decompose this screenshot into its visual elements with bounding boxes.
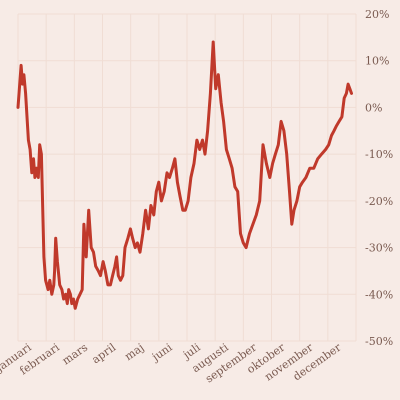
- grid: [17, 13, 357, 342]
- x-tick-label: mars: [60, 341, 91, 368]
- y-tick-label: -10%: [365, 148, 393, 161]
- x-tick-label: maj: [122, 341, 146, 363]
- y-tick-label: -30%: [365, 242, 393, 255]
- series-layer: [16, 40, 353, 310]
- y-tick-label: -40%: [365, 288, 393, 301]
- y-tick-label: 0%: [365, 101, 382, 114]
- y-tick-label: -20%: [365, 195, 393, 208]
- y-tick-label: 10%: [365, 55, 389, 68]
- x-tick-label: juni: [148, 341, 175, 365]
- x-tick-label: april: [90, 341, 119, 367]
- y-tick-label: -50%: [365, 335, 393, 348]
- y-tick-label: 20%: [365, 8, 389, 21]
- y-axis-ticks: 20% 10% 0% -10% -20% -30% -40% -50%: [365, 8, 393, 348]
- series-line: [16, 40, 353, 310]
